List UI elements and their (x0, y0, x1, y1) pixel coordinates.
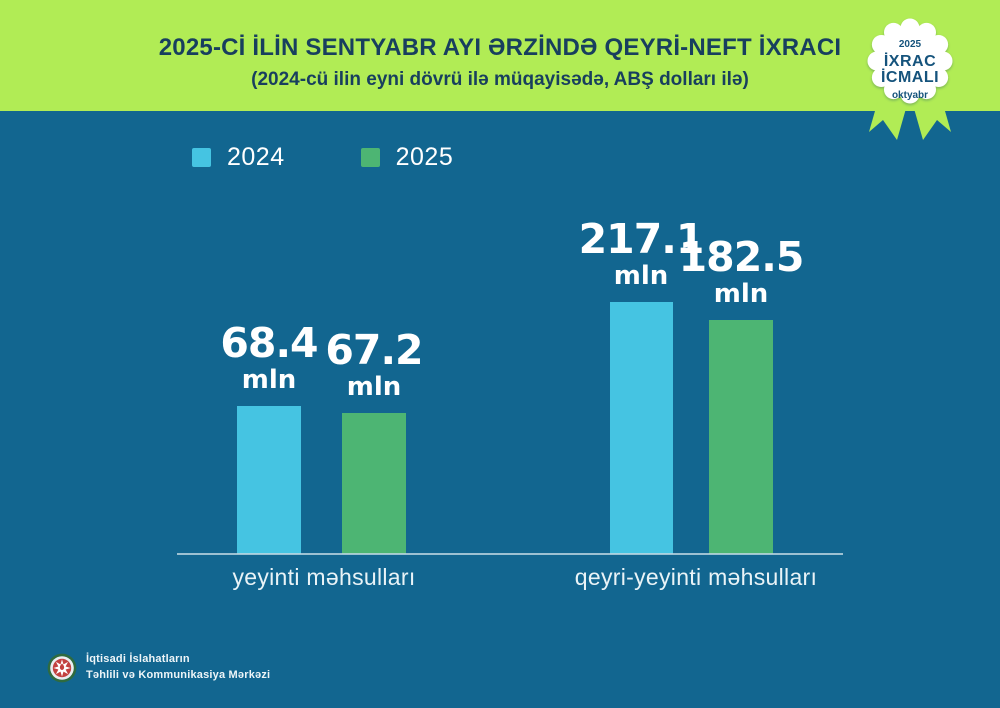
legend-label: 2024 (227, 143, 285, 171)
bar-unit-label: mln (346, 372, 402, 402)
legend-swatch (192, 148, 211, 167)
bar-rect (609, 302, 673, 554)
bar-rect (237, 406, 301, 554)
bar-2025-nonfood: 182.5 mln (666, 237, 816, 554)
bar-unit-label: mln (241, 365, 297, 395)
page-subtitle: (2024-cü ilin eyni dövrü ilə müqayisədə,… (251, 69, 749, 90)
bar-unit-label: mln (713, 279, 769, 309)
badge: 2025 İXRAC İCMALI oktyabr (845, 14, 975, 154)
bar-2025-food: 67.2 mln (299, 330, 449, 554)
bar-value: 68.4 (220, 319, 318, 367)
organization-name-line1: İqtisadi İslahatların (86, 653, 190, 665)
badge-line1: İXRAC (884, 52, 936, 70)
organization-name: İqtisadi İslahatların Təhlili və Kommuni… (86, 652, 270, 684)
legend-item-2024: 2024 (192, 143, 285, 172)
header: 2025-Cİ İLİN SENTYABR AYI ƏRZİNDƏ QEYRİ-… (0, 0, 1000, 111)
page-title: 2025-Cİ İLİN SENTYABR AYI ƏRZİNDƏ QEYRİ-… (158, 34, 842, 61)
badge-seal-icon: 2025 İXRAC İCMALI oktyabr (867, 18, 953, 140)
bar-value: 67.2 (325, 326, 423, 374)
bar-rect (342, 413, 406, 554)
footer: İqtisadi İslahatların Təhlili və Kommuni… (47, 652, 270, 684)
bar-value: 182.5 (678, 233, 805, 281)
bar-unit-label: mln (613, 261, 669, 291)
seal-scallop-icon (867, 18, 953, 104)
bar-2024-nonfood: 217.1 mln (566, 219, 716, 554)
badge-year: 2025 (899, 39, 922, 50)
bar-2024-food: 68.4 mln (194, 323, 344, 554)
legend-item-2025: 2025 (360, 143, 454, 172)
bar-value: 217.1 (578, 215, 705, 263)
bar-rect (709, 320, 773, 554)
legend-label: 2025 (395, 143, 454, 171)
organization-emblem-icon (47, 653, 77, 683)
category-label-food: yeyinti məhsulları (232, 564, 416, 590)
axis-line (177, 553, 843, 555)
badge-line2: İCMALI (881, 68, 939, 86)
legend-swatch (360, 148, 380, 167)
organization-name-line2: Təhlili və Kommunikasiya Mərkəzi (86, 668, 271, 681)
category-label-nonfood: qeyri-yeyinti məhsulları (574, 564, 818, 590)
legend: 2024 2025 (192, 143, 453, 172)
badge-month: oktyabr (892, 90, 928, 101)
